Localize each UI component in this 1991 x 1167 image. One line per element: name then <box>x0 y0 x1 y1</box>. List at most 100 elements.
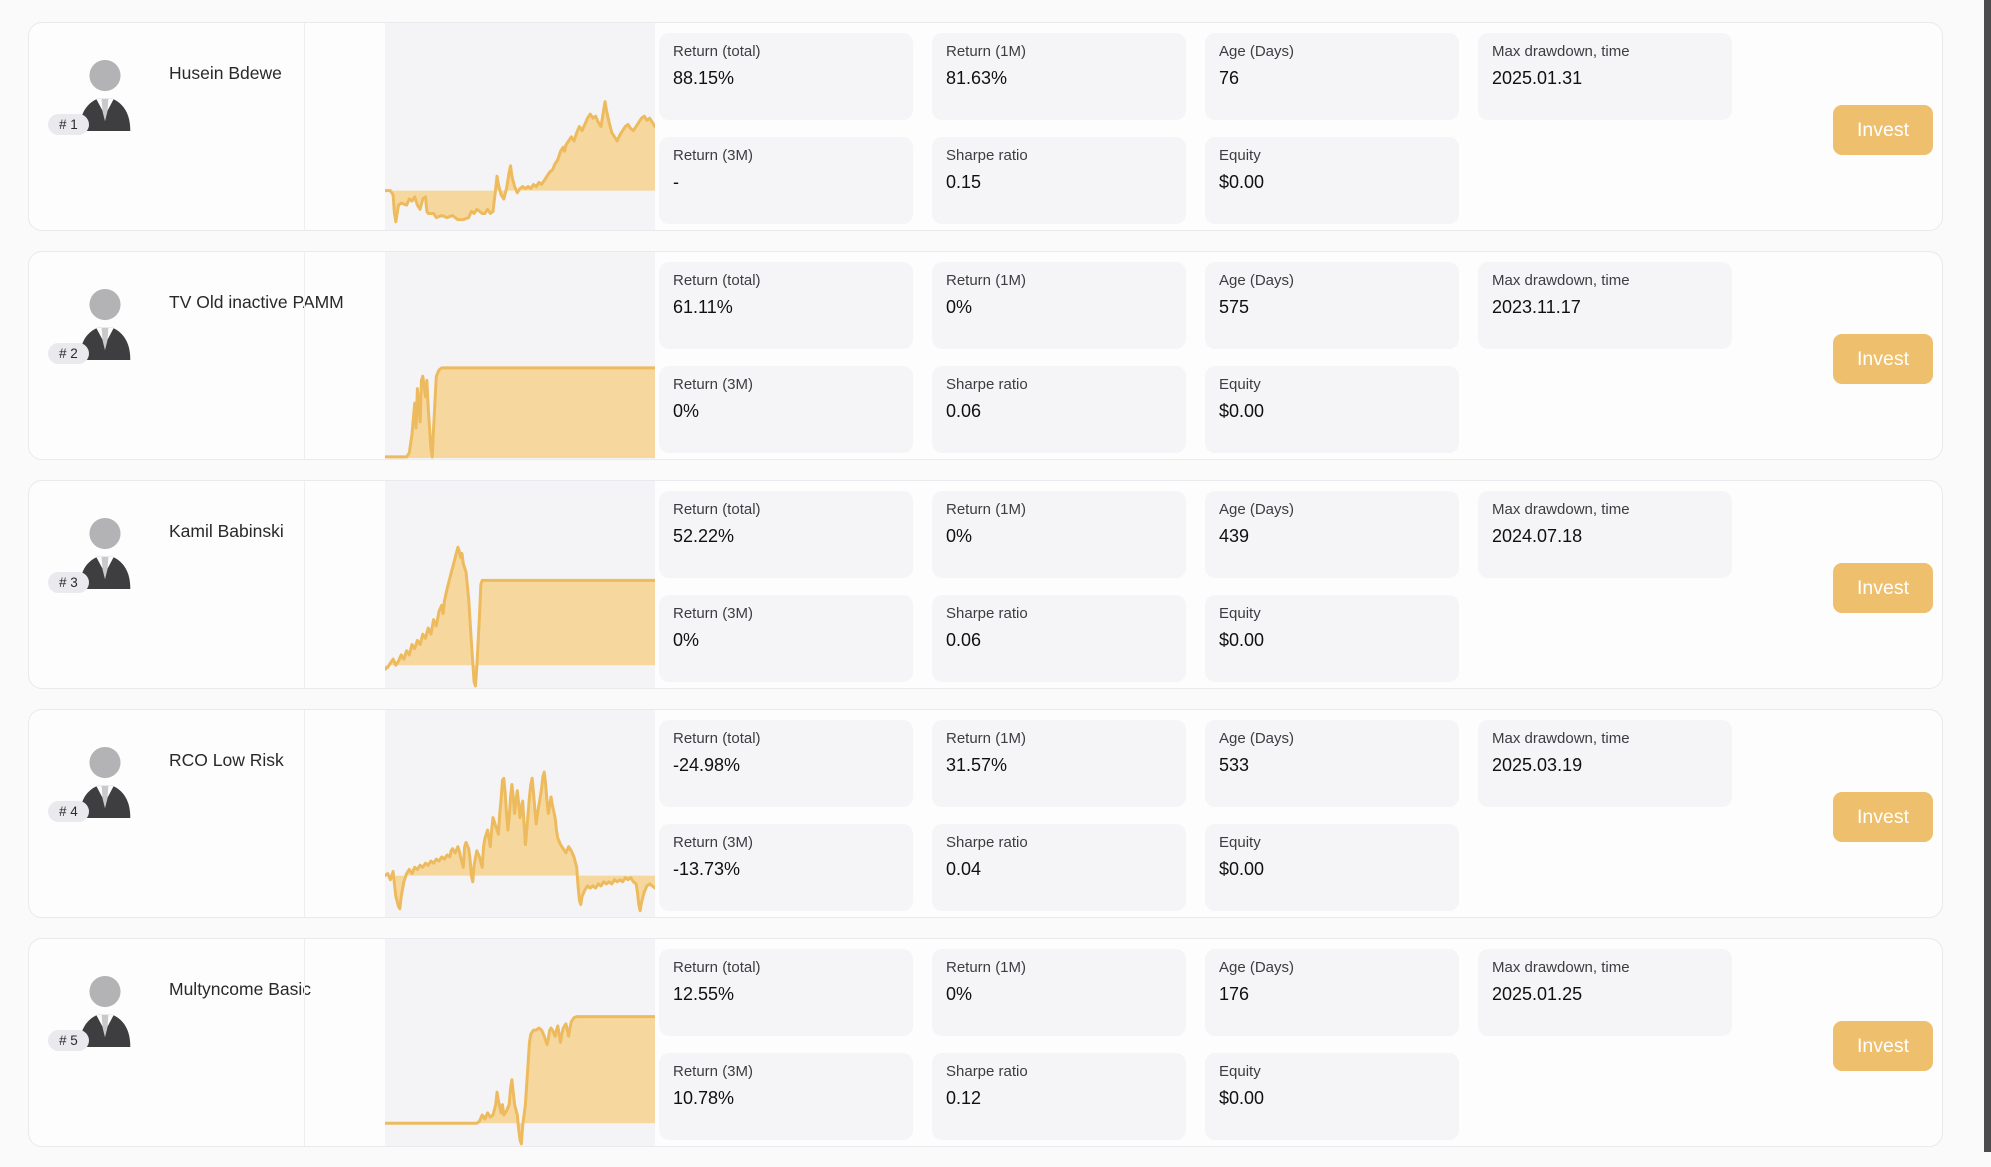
stat-value: $0.00 <box>1219 401 1265 421</box>
trader-avatar <box>74 59 136 131</box>
stat-value: 0% <box>673 401 700 421</box>
stat-label: Sharpe ratio <box>946 834 1028 851</box>
trader-card: # 5 Multyncome Basic Return (total) 12.55… <box>28 938 1943 1147</box>
rank-badge: # 5 <box>48 1030 89 1051</box>
stat-label: Equity <box>1219 376 1261 393</box>
stat-value: 0% <box>946 526 973 546</box>
stat-cell: Sharpe ratio 0.06 <box>932 595 1186 682</box>
stat-label: Return (total) <box>673 501 761 518</box>
sparkline-chart-icon <box>385 252 655 459</box>
invest-button[interactable]: Invest <box>1833 334 1933 384</box>
invest-button[interactable]: Invest <box>1833 105 1933 155</box>
stat-value: $0.00 <box>1219 172 1265 192</box>
invest-button[interactable]: Invest <box>1833 1021 1933 1071</box>
rank-badge: # 4 <box>48 801 89 822</box>
stat-value: $0.00 <box>1219 1088 1265 1108</box>
stat-cell: Return (total) 12.55% <box>659 949 913 1036</box>
performance-sparkline <box>385 710 655 917</box>
trader-name[interactable]: TV Old inactive PAMM <box>169 292 344 312</box>
stat-label: Age (Days) <box>1219 501 1295 518</box>
rank-badge: # 2 <box>48 343 89 364</box>
stat-cell: Return (1M) 0% <box>932 491 1186 578</box>
stats-grid: Return (total) 52.22% Return (1M) 0% Age (Da… <box>659 491 1732 682</box>
invest-button[interactable]: Invest <box>1833 792 1933 842</box>
stat-label: Return (total) <box>673 272 761 289</box>
invest-button[interactable]: Invest <box>1833 563 1933 613</box>
stat-label: Equity <box>1219 147 1261 164</box>
stat-label: Max drawdown, time <box>1492 43 1630 60</box>
stat-value: - <box>673 172 679 192</box>
sparkline-chart-icon <box>385 481 655 688</box>
stat-label: Return (total) <box>673 43 761 60</box>
stat-label: Return (3M) <box>673 1063 754 1080</box>
stat-value: 533 <box>1219 755 1250 775</box>
stat-cell: Max drawdown, time 2025.01.31 <box>1478 33 1732 120</box>
stat-label: Age (Days) <box>1219 272 1295 289</box>
trader-name[interactable]: Kamil Babinski <box>169 521 284 541</box>
sparkline-chart-icon <box>385 710 655 917</box>
stat-value: 176 <box>1219 984 1250 1004</box>
stat-cell: Equity $0.00 <box>1205 366 1459 453</box>
stat-value: $0.00 <box>1219 859 1265 879</box>
rank-badge: # 1 <box>48 114 89 135</box>
stat-label: Max drawdown, time <box>1492 730 1630 747</box>
rank-badge: # 3 <box>48 572 89 593</box>
businessman-icon <box>79 288 131 360</box>
stat-cell: Return (3M) 0% <box>659 366 913 453</box>
stat-value: 2025.01.25 <box>1492 984 1583 1004</box>
stat-label: Sharpe ratio <box>946 147 1028 164</box>
stat-value: 31.57% <box>946 755 1008 775</box>
stat-cell: Max drawdown, time 2025.03.19 <box>1478 720 1732 807</box>
trader-name[interactable]: RCO Low Risk <box>169 750 284 770</box>
trader-card: # 2 TV Old inactive PAMM Return (total) 6… <box>28 251 1943 460</box>
performance-sparkline <box>385 23 655 230</box>
stat-value: 10.78% <box>673 1088 735 1108</box>
stats-grid: Return (total) 88.15% Return (1M) 81.63% Age… <box>659 33 1732 224</box>
trader-card: # 4 RCO Low Risk Return (total) -24.98% Re… <box>28 709 1943 918</box>
stat-value: 61.11% <box>673 297 733 317</box>
stat-value: 2023.11.17 <box>1492 297 1581 317</box>
stat-value: 12.55% <box>673 984 735 1004</box>
stat-cell: Return (total) 52.22% <box>659 491 913 578</box>
vertical-scrollbar[interactable] <box>1984 0 1991 1152</box>
stat-value: 0.06 <box>946 401 982 421</box>
stat-cell: Sharpe ratio 0.04 <box>932 824 1186 911</box>
stat-cell: Return (3M) 10.78% <box>659 1053 913 1140</box>
stat-value: 0% <box>946 297 973 317</box>
trader-name[interactable]: Multyncome Basic <box>169 979 311 999</box>
stat-label: Age (Days) <box>1219 959 1295 976</box>
stat-cell: Return (1M) 81.63% <box>932 33 1186 120</box>
stat-cell: Return (total) -24.98% <box>659 720 913 807</box>
stat-cell: Age (Days) 575 <box>1205 262 1459 349</box>
stat-label: Age (Days) <box>1219 730 1295 747</box>
trader-card: # 3 Kamil Babinski Return (total) 52.22% R… <box>28 480 1943 689</box>
stat-value: 439 <box>1219 526 1250 546</box>
stat-cell: Return (1M) 0% <box>932 949 1186 1036</box>
stat-label: Return (3M) <box>673 376 754 393</box>
stat-label: Return (1M) <box>946 501 1027 518</box>
stat-value: 0.06 <box>946 630 982 650</box>
trader-name[interactable]: Husein Bdewe <box>169 63 282 83</box>
businessman-icon <box>79 975 131 1047</box>
businessman-icon <box>79 746 131 818</box>
stat-label: Return (3M) <box>673 834 754 851</box>
stat-label: Equity <box>1219 834 1261 851</box>
stat-cell: Sharpe ratio 0.12 <box>932 1053 1186 1140</box>
sparkline-chart-icon <box>385 23 655 230</box>
stat-cell: Sharpe ratio 0.15 <box>932 137 1186 224</box>
stat-label: Return (3M) <box>673 605 754 622</box>
stat-label: Return (total) <box>673 730 761 747</box>
stat-cell: Equity $0.00 <box>1205 824 1459 911</box>
stat-label: Return (total) <box>673 959 761 976</box>
stat-value: 0.04 <box>946 859 982 879</box>
trader-list: # 1 Husein Bdewe Return (total) 88.15% Ret… <box>28 22 1943 1167</box>
performance-sparkline <box>385 481 655 688</box>
trader-avatar <box>74 288 136 360</box>
stat-label: Max drawdown, time <box>1492 272 1630 289</box>
stat-cell: Max drawdown, time 2023.11.17 <box>1478 262 1732 349</box>
trader-avatar <box>74 517 136 589</box>
name-chart-divider <box>304 481 305 688</box>
stat-value: 575 <box>1219 297 1250 317</box>
stat-label: Return (1M) <box>946 959 1027 976</box>
stat-label: Age (Days) <box>1219 43 1295 60</box>
